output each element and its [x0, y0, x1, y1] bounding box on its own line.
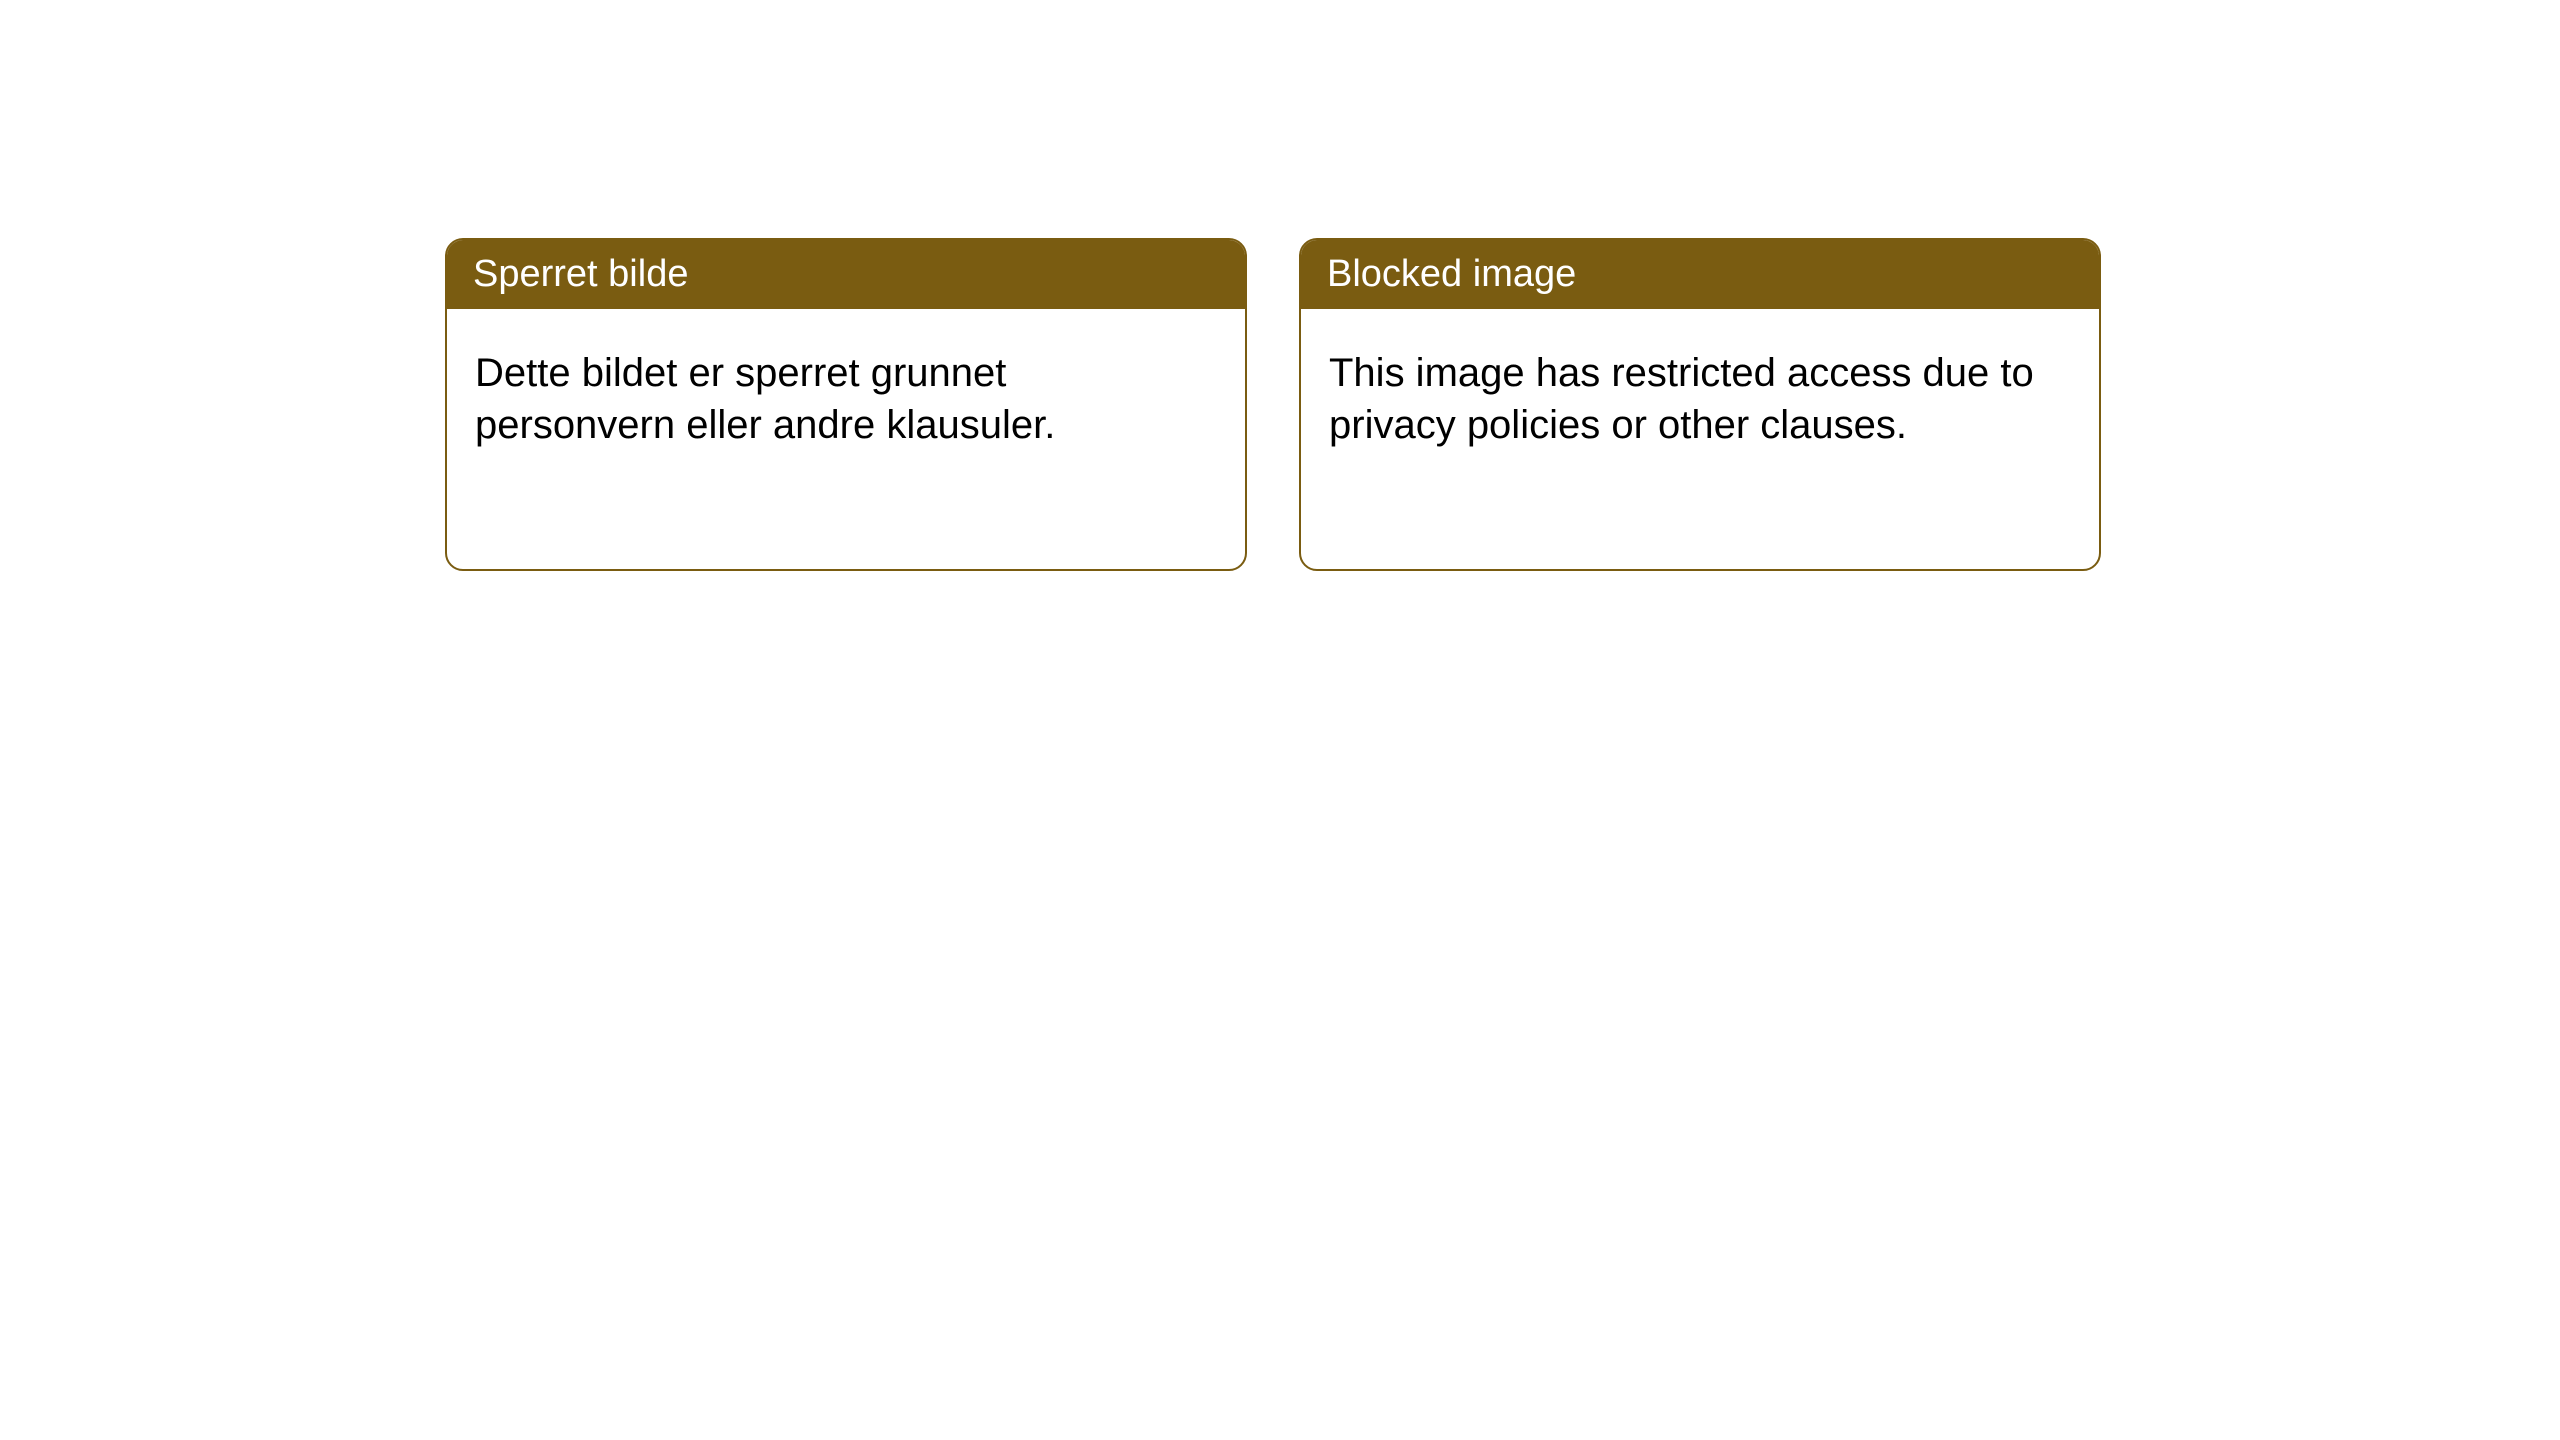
- card-title: Sperret bilde: [473, 253, 688, 295]
- card-body-norwegian: Dette bildet er sperret grunnet personve…: [447, 309, 1245, 489]
- notice-card-norwegian: Sperret bilde Dette bildet er sperret gr…: [445, 238, 1247, 571]
- notice-cards-container: Sperret bilde Dette bildet er sperret gr…: [445, 238, 2101, 571]
- card-body-text: Dette bildet er sperret grunnet personve…: [475, 351, 1055, 447]
- notice-card-english: Blocked image This image has restricted …: [1299, 238, 2101, 571]
- card-header-norwegian: Sperret bilde: [447, 240, 1245, 309]
- card-body-text: This image has restricted access due to …: [1329, 351, 2034, 447]
- card-title: Blocked image: [1327, 253, 1576, 295]
- card-body-english: This image has restricted access due to …: [1301, 309, 2099, 489]
- card-header-english: Blocked image: [1301, 240, 2099, 309]
